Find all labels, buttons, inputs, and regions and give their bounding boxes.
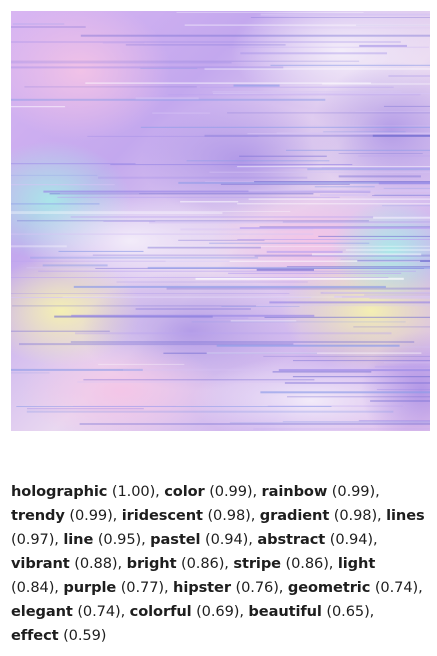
tag-item: stripe (0.86), (233, 555, 338, 572)
tag-item: abstract (0.94), (257, 531, 378, 548)
tag-item: pastel (0.94), (150, 531, 258, 548)
tag-item: colorful (0.69), (129, 603, 249, 620)
tag-item: effect (0.59) (11, 627, 106, 644)
tag-name: effect (11, 627, 59, 644)
tag-score: (0.98) (207, 507, 251, 524)
tag-name: iridescent (121, 507, 203, 524)
tag-item: rainbow (0.99), (261, 483, 380, 500)
tag-item: holographic (1.00), (11, 483, 165, 500)
tag-score: (0.98) (333, 507, 378, 524)
tag-name: stripe (233, 555, 281, 572)
holographic-texture-image (11, 11, 430, 431)
tag-name: line (63, 531, 94, 548)
tag-name: bright (126, 555, 177, 572)
tag-score: (0.88) (74, 555, 118, 572)
tag-name: hipster (173, 579, 231, 596)
tag-score: (0.69) (196, 603, 240, 620)
tag-name: gradient (259, 507, 330, 524)
tag-name: beautiful (248, 603, 322, 620)
tag-score: (0.95) (97, 531, 142, 548)
tag-item: geometric (0.74), (287, 579, 423, 596)
tag-score: (0.59) (63, 627, 107, 644)
tag-name: lines (386, 507, 425, 524)
tag-item: color (0.99), (164, 483, 262, 500)
tag-score: (0.99) (331, 483, 376, 500)
tag-score: (0.74) (374, 579, 419, 596)
tag-score: (0.84) (11, 579, 55, 596)
tag-item: gradient (0.98), (259, 507, 387, 524)
tag-name: trendy (11, 507, 65, 524)
tag-name: light (337, 555, 376, 572)
tag-score: (0.86) (285, 555, 329, 572)
tag-score: (0.97) (11, 531, 55, 548)
tag-item: vibrant (0.88), (11, 555, 127, 572)
tag-item: beautiful (0.65), (248, 603, 375, 620)
tag-item: hipster (0.76), (173, 579, 288, 596)
tag-name: abstract (257, 531, 326, 548)
tag-score: (0.76) (235, 579, 279, 596)
tag-score: (0.94) (329, 531, 374, 548)
tag-score: (0.65) (326, 603, 370, 620)
tag-name: geometric (287, 579, 371, 596)
tag-item: purple (0.77), (63, 579, 174, 596)
tag-score: (0.86) (181, 555, 225, 572)
tag-item: lines (0.97), (11, 507, 425, 548)
tag-score: (0.99) (69, 507, 113, 524)
tag-name: colorful (129, 603, 192, 620)
tag-list: holographic (1.00), color (0.99), rainbo… (11, 480, 426, 648)
tag-name: pastel (150, 531, 201, 548)
tag-score: (1.00) (111, 483, 156, 500)
texture-canvas (11, 11, 430, 431)
tag-item: light (0.84), (11, 555, 376, 596)
tag-score: (0.99) (209, 483, 253, 500)
tag-item: line (0.95), (63, 531, 151, 548)
tag-item: elegant (0.74), (11, 603, 130, 620)
tag-item: bright (0.86), (126, 555, 234, 572)
tag-name: vibrant (11, 555, 70, 572)
tag-item: trendy (0.99), (11, 507, 122, 524)
tag-score: (0.94) (204, 531, 249, 548)
tag-score: (0.77) (120, 579, 164, 596)
tag-name: color (164, 483, 205, 500)
tag-name: purple (63, 579, 117, 596)
tag-name: holographic (11, 483, 108, 500)
tag-name: elegant (11, 603, 73, 620)
tag-name: rainbow (261, 483, 328, 500)
tag-item: iridescent (0.98), (121, 507, 260, 524)
tag-score: (0.74) (77, 603, 121, 620)
